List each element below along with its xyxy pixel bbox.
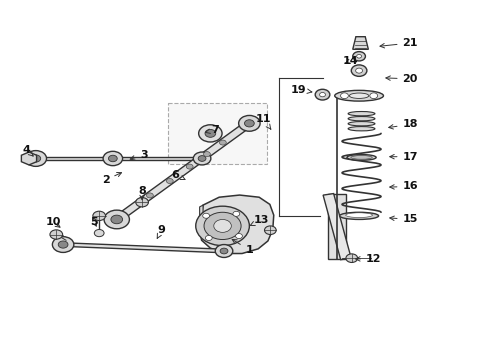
Circle shape xyxy=(136,198,148,207)
Text: 13: 13 xyxy=(250,215,269,226)
Circle shape xyxy=(203,212,241,239)
Text: 3: 3 xyxy=(130,150,148,160)
Circle shape xyxy=(195,206,249,246)
Circle shape xyxy=(356,54,361,58)
Ellipse shape xyxy=(334,90,383,101)
Ellipse shape xyxy=(347,117,374,121)
Polygon shape xyxy=(323,194,350,260)
Circle shape xyxy=(58,241,68,248)
Circle shape xyxy=(203,213,209,218)
Circle shape xyxy=(319,93,325,97)
Text: 19: 19 xyxy=(290,85,311,95)
Ellipse shape xyxy=(347,112,374,116)
Circle shape xyxy=(52,237,74,252)
Circle shape xyxy=(198,125,222,142)
Circle shape xyxy=(238,116,260,131)
Circle shape xyxy=(25,150,46,166)
Circle shape xyxy=(345,254,357,262)
Circle shape xyxy=(315,89,329,100)
Polygon shape xyxy=(36,157,202,160)
Text: 10: 10 xyxy=(45,217,61,227)
Text: 16: 16 xyxy=(389,181,417,192)
Polygon shape xyxy=(113,121,252,222)
Circle shape xyxy=(193,152,210,165)
Circle shape xyxy=(50,230,62,239)
Circle shape xyxy=(204,130,215,137)
Circle shape xyxy=(108,155,117,162)
Polygon shape xyxy=(352,37,367,49)
Circle shape xyxy=(146,193,153,198)
Ellipse shape xyxy=(339,212,378,220)
Ellipse shape xyxy=(348,93,368,98)
Polygon shape xyxy=(328,194,345,259)
Text: 2: 2 xyxy=(102,172,122,185)
Circle shape xyxy=(186,164,193,169)
Text: 5: 5 xyxy=(90,217,98,227)
Ellipse shape xyxy=(350,156,371,159)
Circle shape xyxy=(31,155,41,162)
Ellipse shape xyxy=(347,127,374,131)
Text: 20: 20 xyxy=(385,74,417,84)
Circle shape xyxy=(220,248,227,254)
Circle shape xyxy=(198,156,205,161)
Circle shape xyxy=(264,226,276,234)
Circle shape xyxy=(93,211,105,221)
FancyBboxPatch shape xyxy=(167,103,267,164)
Text: 9: 9 xyxy=(157,225,165,238)
Circle shape xyxy=(94,229,104,237)
Circle shape xyxy=(244,120,254,127)
Polygon shape xyxy=(199,205,203,225)
Circle shape xyxy=(205,235,212,240)
Text: 1: 1 xyxy=(232,239,253,255)
Text: 17: 17 xyxy=(389,152,417,162)
Circle shape xyxy=(103,151,122,166)
Text: 6: 6 xyxy=(171,170,184,180)
Text: 11: 11 xyxy=(255,114,270,129)
Circle shape xyxy=(215,244,232,257)
Circle shape xyxy=(355,68,362,73)
Text: 12: 12 xyxy=(355,254,381,264)
Circle shape xyxy=(104,210,129,229)
Circle shape xyxy=(203,152,210,157)
Ellipse shape xyxy=(345,213,372,217)
Text: 7: 7 xyxy=(205,125,219,135)
Text: 21: 21 xyxy=(379,38,417,48)
Text: 15: 15 xyxy=(389,215,417,224)
Text: 14: 14 xyxy=(342,56,358,66)
Polygon shape xyxy=(63,243,224,253)
Text: 8: 8 xyxy=(138,186,146,200)
Text: 18: 18 xyxy=(388,120,417,129)
Ellipse shape xyxy=(346,154,375,160)
Circle shape xyxy=(352,51,365,61)
Text: 4: 4 xyxy=(22,144,33,156)
Circle shape xyxy=(235,234,242,239)
Circle shape xyxy=(213,220,231,232)
Polygon shape xyxy=(21,152,37,165)
Ellipse shape xyxy=(347,122,374,126)
Circle shape xyxy=(219,140,226,145)
Polygon shape xyxy=(199,195,273,253)
Circle shape xyxy=(111,215,122,224)
Circle shape xyxy=(166,179,173,184)
Circle shape xyxy=(340,93,347,99)
Circle shape xyxy=(350,65,366,76)
Circle shape xyxy=(232,211,239,216)
Circle shape xyxy=(369,93,377,99)
